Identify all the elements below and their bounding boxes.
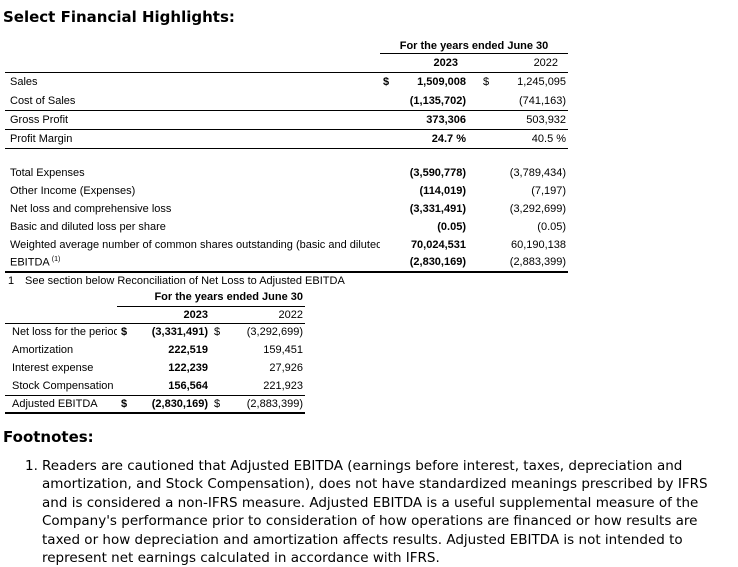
- value-2022: 503,932: [502, 110, 569, 130]
- value-2022: 1,245,095: [517, 76, 567, 89]
- table-row: Net loss for the period $ (3,331,491) $ …: [5, 323, 305, 341]
- value-2023: 373,306: [402, 110, 468, 130]
- year-2022-header: 2022: [232, 306, 305, 324]
- footnotes-heading: Footnotes:: [3, 428, 94, 446]
- year-2022-header: 2022: [502, 53, 569, 73]
- value-2023: (2,830,169): [137, 395, 210, 414]
- footnote-superscript: (1): [51, 255, 61, 263]
- dollar-sign: $: [214, 326, 221, 339]
- year-2023-header: 2023: [137, 306, 210, 324]
- footnote-number: 1.: [25, 458, 38, 474]
- value-2022: (3,292,699): [246, 326, 303, 339]
- period-header-row: For the years ended June 30: [5, 290, 305, 307]
- ebitda-reconciliation-table: For the years ended June 30 2023 2022 Ne…: [5, 290, 305, 414]
- value-2022: (7,197): [531, 184, 567, 197]
- value-2023: (0.05): [437, 220, 466, 233]
- row-label: Total Expenses: [10, 166, 85, 179]
- row-label: Cost of Sales: [5, 91, 380, 111]
- table-footnote-reference: 1 See section below Reconciliation of Ne…: [8, 275, 345, 287]
- value-2022: (2,883,399): [232, 395, 305, 414]
- dollar-sign: $: [483, 76, 490, 89]
- value-2023: (3,331,491): [409, 202, 466, 215]
- footnote-text: Readers are cautioned that Adjusted EBIT…: [42, 458, 708, 567]
- value-2023: (3,590,778): [409, 166, 466, 179]
- row-label: Profit Margin: [5, 129, 380, 149]
- page-title: Select Financial Highlights:: [3, 8, 235, 26]
- value-2023: 24.7 %: [402, 129, 468, 149]
- table-row: Profit Margin 24.7 % 40.5 %: [5, 129, 569, 149]
- period-header: For the years ended June 30: [117, 290, 305, 307]
- footnote-ref-text: See section below Reconciliation of Net …: [25, 275, 345, 287]
- table-row: Amortization 222,519 159,451: [5, 341, 305, 359]
- value-2023: 122,239: [168, 362, 208, 374]
- value-2022: 159,451: [263, 344, 303, 356]
- dollar-sign: $: [383, 76, 390, 89]
- table-row: Gross Profit 373,306 503,932: [5, 110, 569, 130]
- value-2023: 156,564: [137, 377, 210, 396]
- footnote-ref-number: 1: [8, 275, 15, 287]
- table-row: Basic and diluted loss per share (0.05) …: [5, 218, 568, 236]
- dollar-sign: $: [121, 326, 128, 339]
- table-row: Net loss and comprehensive loss (3,331,4…: [5, 200, 568, 218]
- row-label: Sales: [10, 76, 38, 89]
- table-row-adjusted-ebitda: Adjusted EBITDA $ (2,830,169) $ (2,883,3…: [5, 395, 305, 414]
- table-row: Interest expense 122,239 27,926: [5, 359, 305, 377]
- value-2022: 40.5 %: [502, 129, 569, 149]
- year-header-row: 2023 2022: [5, 306, 305, 324]
- table-row-ebitda: EBITDA (1) (2,830,169) (2,883,399): [5, 253, 569, 273]
- value-2022: 221,923: [232, 377, 305, 396]
- table-row: Sales $ 1,509,008 $ 1,245,095: [5, 73, 568, 92]
- financial-highlights-table: For the years ended June 30 2023 2022 Sa…: [5, 40, 569, 273]
- table-row: Total Expenses (3,590,778) (3,789,434): [5, 164, 568, 182]
- row-label: EBITDA (1): [5, 253, 380, 273]
- row-label: Amortization: [12, 344, 74, 356]
- value-2022: (3,292,699): [509, 202, 567, 215]
- row-label: Gross Profit: [5, 110, 380, 130]
- row-label: Stock Compensation: [5, 377, 117, 396]
- value-2023: (1,135,702): [402, 91, 468, 111]
- footnote-item: 1. Readers are cautioned that Adjusted E…: [25, 457, 717, 567]
- value-2022: 60,190,138: [510, 238, 567, 251]
- row-label: Net loss and comprehensive loss: [10, 202, 172, 215]
- row-label: Interest expense: [12, 362, 94, 374]
- value-2022: 27,926: [269, 362, 303, 374]
- table-row: Stock Compensation 156,564 221,923: [5, 377, 305, 396]
- year-header-row: 2023 2022: [5, 53, 569, 73]
- value-2023: 222,519: [168, 344, 208, 356]
- row-label: Weighted average number of common shares…: [10, 238, 380, 251]
- row-label: Adjusted EBITDA: [5, 395, 117, 414]
- table-row: Other Income (Expenses) (114,019) (7,197…: [5, 182, 568, 200]
- year-2023-header: 2023: [402, 53, 468, 73]
- value-2023: (2,830,169): [402, 253, 468, 273]
- value-2022: (2,883,399): [502, 253, 569, 273]
- table-row: Cost of Sales (1,135,702) (741,163): [5, 91, 569, 111]
- dollar-sign: $: [117, 395, 137, 414]
- value-2023: 1,509,008: [417, 76, 466, 89]
- row-label: Other Income (Expenses): [10, 184, 136, 197]
- value-2023: 70,024,531: [410, 238, 466, 251]
- row-label: Net loss for the period: [12, 326, 117, 339]
- value-2022: (0.05): [537, 220, 567, 233]
- spacer-row: [5, 149, 568, 164]
- row-label: Basic and diluted loss per share: [10, 220, 166, 233]
- table-row: Weighted average number of common shares…: [5, 236, 568, 254]
- value-2023: (114,019): [419, 184, 466, 197]
- dollar-sign: $: [210, 395, 232, 414]
- period-header-row: For the years ended June 30: [5, 40, 569, 54]
- period-header: For the years ended June 30: [380, 40, 569, 54]
- value-2022: (741,163): [502, 91, 569, 111]
- value-2022: (3,789,434): [509, 166, 567, 179]
- value-2023: (3,331,491): [151, 326, 208, 339]
